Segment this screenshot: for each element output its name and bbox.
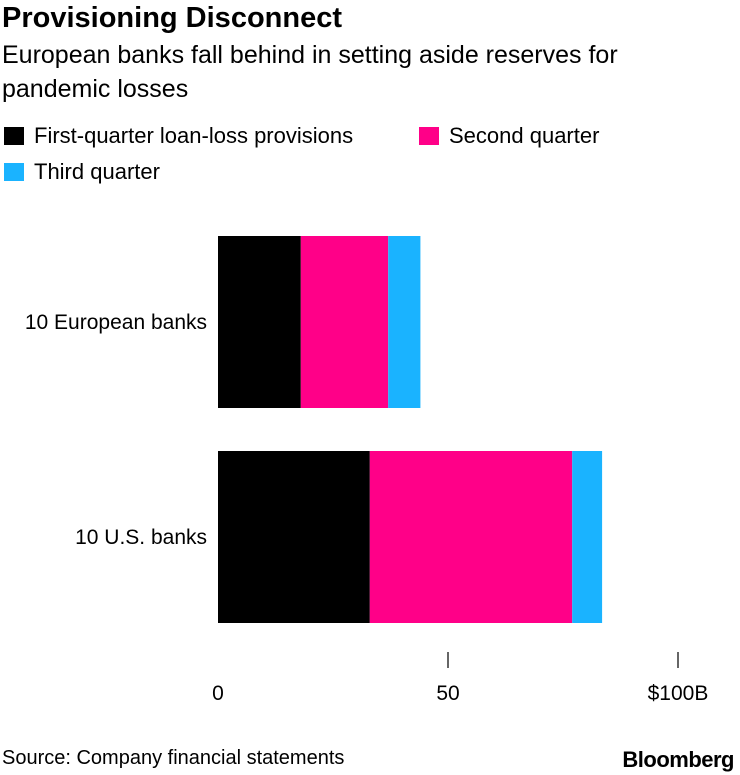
x-tick-label-100: $100B [648,682,709,705]
legend-swatch-second-quarter [419,127,439,145]
bar-10-u-s-banks-second-quarter [369,451,573,623]
category-label-10-european-banks: 10 European banks [25,311,207,334]
bar-10-european-banks-first-quarter-loan-loss-provisions [218,236,301,408]
bar-10-european-banks-second-quarter [300,236,389,408]
bar-10-u-s-banks-third-quarter [572,451,603,623]
stacked-bar-chart: 10 European banks 10 U.S. banks 0 50 $100B [25,236,709,705]
legend-label-second-quarter: Second quarter [449,123,600,148]
bar-10-u-s-banks-first-quarter-loan-loss-provisions [218,451,370,623]
chart-subtitle: European banks fall behind in setting as… [2,41,618,103]
source-note: Source: Company financial statements [2,747,345,769]
chart-title: Provisioning Disconnect [2,2,342,34]
x-tick-label-50: 50 [436,682,459,705]
bloomberg-logo: Bloomberg [622,747,734,772]
x-tick-label-0: 0 [212,682,224,705]
legend-label-first-quarter: First-quarter loan-loss provisions [34,123,354,148]
bar-10-european-banks-third-quarter [388,236,421,408]
category-label-10-u-s-banks: 10 U.S. banks [75,526,207,549]
legend-swatch-third-quarter [4,163,24,181]
legend-swatch-first-quarter [4,127,24,145]
legend-label-third-quarter: Third quarter [34,159,160,184]
